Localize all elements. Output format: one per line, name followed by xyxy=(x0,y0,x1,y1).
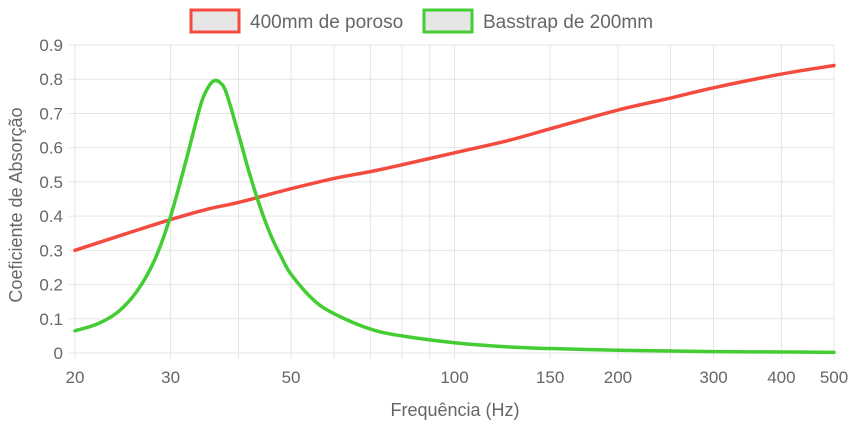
y-tick-label: 0.4 xyxy=(39,207,63,226)
x-tick-label: 200 xyxy=(604,368,632,387)
y-axis-title: Coeficiente de Absorção xyxy=(6,107,26,302)
y-tick-label: 0.7 xyxy=(39,104,63,123)
y-tick-label: 0.1 xyxy=(39,310,63,329)
y-tick-label: 0.2 xyxy=(39,276,63,295)
y-tick-label: 0.8 xyxy=(39,70,63,89)
x-tick-label: 150 xyxy=(536,368,564,387)
legend-label-basstrap: Basstrap de 200mm xyxy=(483,12,653,33)
series-lines xyxy=(73,63,836,355)
legend: 400mm de poroso Basstrap de 200mm xyxy=(189,8,653,34)
legend-swatch-basstrap xyxy=(422,8,474,34)
series-line-basstrap xyxy=(73,78,836,355)
y-tick-label: 0.5 xyxy=(39,173,63,192)
x-tick-label: 500 xyxy=(820,368,848,387)
y-tick-label: 0.9 xyxy=(39,36,63,55)
legend-item-basstrap[interactable]: Basstrap de 200mm xyxy=(422,8,653,34)
x-tick-label: 50 xyxy=(282,368,301,387)
y-tick-label: 0.6 xyxy=(39,139,63,158)
x-tick-label: 300 xyxy=(699,368,727,387)
y-tick-label: 0.3 xyxy=(39,241,63,260)
tick-labels: 0 0.1 0.2 0.3 0.4 0.5 0.6 0.7 0.8 0.9 20 30 50 100 150… xyxy=(39,36,848,387)
grid xyxy=(69,44,835,359)
x-tick-label: 20 xyxy=(66,368,85,387)
x-tick-label: 400 xyxy=(767,368,795,387)
series-line-porous xyxy=(73,63,836,253)
x-axis-title: Frequência (Hz) xyxy=(390,400,519,420)
legend-label-porous: 400mm de poroso xyxy=(250,12,403,33)
legend-item-porous[interactable]: 400mm de poroso xyxy=(189,8,403,34)
x-tick-label: 30 xyxy=(161,368,180,387)
x-tick-label: 100 xyxy=(440,368,468,387)
legend-swatch-porous xyxy=(189,8,241,34)
y-tick-label: 0 xyxy=(54,344,63,363)
